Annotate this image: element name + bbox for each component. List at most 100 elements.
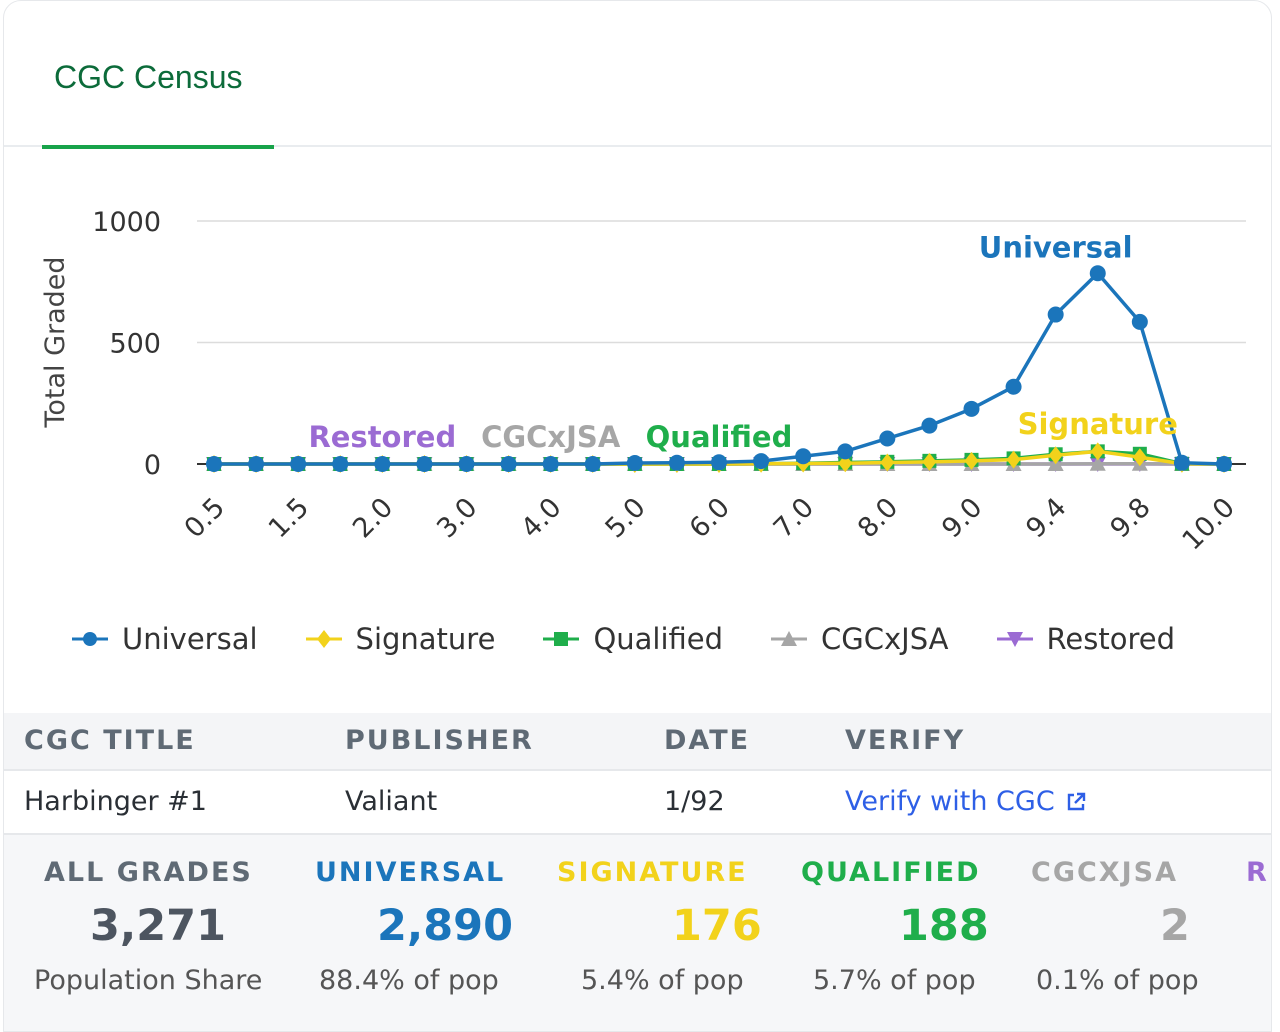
- active-tab-indicator: [42, 145, 274, 149]
- x-tick-label: 9.4: [1020, 492, 1072, 544]
- series-label-signature: Signature: [1018, 407, 1178, 441]
- table-row: Harbinger #1 Valiant 1/92 Verify with CG…: [4, 771, 1271, 835]
- legend-marker-cgcxjsa: [771, 631, 808, 646]
- data-point-universal: [458, 456, 475, 472]
- census-line-chart: 0 500 1000 Total Graded 0.5 1.5 2.0 3.0 4.0 5.0 6.…: [40, 207, 1246, 556]
- data-point-signature: [838, 454, 853, 473]
- legend-item-qualified[interactable]: Qualified: [541, 622, 723, 656]
- data-point-universal: [542, 456, 559, 472]
- data-point-universal: [374, 456, 391, 472]
- x-tick-label: 5.0: [599, 492, 651, 544]
- series-label-universal: Universal: [979, 231, 1133, 265]
- x-tick-label: 10.0: [1177, 492, 1241, 556]
- y-tick-label: 1000: [92, 207, 161, 238]
- cell-title: Harbinger #1: [24, 786, 207, 817]
- data-point-signature: [1090, 442, 1105, 461]
- x-tick-label: 3.0: [431, 492, 483, 544]
- column-header-publisher: PUBLISHER: [345, 725, 534, 756]
- stat-qualified-title: QUALIFIED: [801, 857, 981, 888]
- cgc-census-card: CGC Census 0 500 1000 Total Graded 0.5 1.5 2.0…: [3, 0, 1272, 1032]
- data-point-universal: [332, 456, 349, 472]
- data-point-cgcxjsa: [1089, 455, 1106, 471]
- legend-label-qualified: Qualified: [593, 622, 724, 656]
- cell-publisher: Valiant: [345, 786, 438, 817]
- data-point-universal: [753, 453, 770, 470]
- legend-label-signature: Signature: [355, 622, 496, 656]
- table-header: CGC TITLE PUBLISHER DATE VERIFY: [4, 713, 1271, 771]
- legend-label-restored: Restored: [1046, 622, 1175, 656]
- legend-item-universal[interactable]: Universal: [70, 622, 258, 656]
- data-point-universal: [668, 454, 685, 471]
- data-point-universal: [795, 448, 812, 465]
- stat-cgcxjsa-sub: 0.1% of pop: [1036, 965, 1199, 996]
- data-point-signature: [880, 453, 895, 472]
- legend-item-restored[interactable]: Restored: [995, 622, 1175, 656]
- data-point-signature: [964, 451, 979, 470]
- population-stats: ALL GRADES 3,271 Population Share UNIVER…: [4, 835, 1271, 1031]
- verify-with-cgc-link[interactable]: Verify with CGC: [845, 786, 1087, 817]
- stat-all-grades-value: 3,271: [90, 901, 227, 951]
- x-tick-label: 0.5: [179, 492, 231, 544]
- x-tick-label: 9.0: [936, 492, 988, 544]
- data-point-universal: [1131, 313, 1148, 330]
- x-tick-label: 7.0: [768, 492, 820, 544]
- x-tick-label: 8.0: [852, 492, 904, 544]
- tab-cgc-census[interactable]: CGC Census: [42, 1, 274, 149]
- x-tick-label: 4.0: [515, 492, 567, 544]
- y-tick-label: 500: [109, 329, 161, 360]
- data-point-universal: [1216, 456, 1232, 472]
- legend-label-cgcxjsa: CGCxJSA: [821, 622, 949, 656]
- column-header-verify: VERIFY: [845, 725, 966, 756]
- external-link-icon: [1067, 792, 1085, 810]
- data-point-signature: [1006, 450, 1021, 469]
- x-tick-label: 1.5: [263, 492, 315, 544]
- data-point-universal: [1005, 378, 1022, 395]
- verify-link-label: Verify with CGC: [845, 786, 1055, 817]
- stat-universal-title: UNIVERSAL: [315, 857, 506, 888]
- column-header-title: CGC TITLE: [24, 725, 196, 756]
- data-point-universal: [921, 417, 938, 434]
- data-point-universal: [416, 456, 433, 472]
- stat-all-grades-sub: Population Share: [34, 965, 263, 996]
- legend-marker-restored: [996, 632, 1033, 647]
- legend-item-cgcxjsa[interactable]: CGCxJSA: [769, 622, 949, 656]
- stat-restored-title: RE: [1246, 857, 1271, 888]
- data-point-universal: [1089, 265, 1106, 282]
- data-point-signature: [1132, 448, 1147, 467]
- data-point-universal: [837, 443, 854, 460]
- legend-item-signature[interactable]: Signature: [304, 622, 496, 656]
- stat-cgcxjsa-title: CGCXJSA: [1031, 857, 1178, 888]
- stat-signature-value: 176: [672, 901, 762, 951]
- tab-bar: CGC Census: [4, 1, 1271, 149]
- cell-date: 1/92: [664, 786, 725, 817]
- data-point-universal: [584, 456, 601, 472]
- data-point-universal: [206, 456, 222, 472]
- data-point-universal: [1173, 454, 1190, 471]
- y-tick-label: 0: [144, 450, 161, 481]
- legend-marker-signature: [305, 630, 342, 648]
- x-tick-label: 6.0: [684, 492, 736, 544]
- series-label-cgcxjsa: CGCxJSA: [481, 420, 621, 454]
- chart-legend: Universal Signature Qualified CGCxJSA: [70, 619, 1175, 659]
- data-point-universal: [711, 454, 727, 471]
- data-point-universal: [290, 456, 307, 472]
- stat-cgcxjsa-value: 2: [1160, 901, 1190, 951]
- stat-signature-sub: 5.4% of pop: [581, 965, 744, 996]
- x-tick-label: 2.0: [347, 492, 399, 544]
- tab-cgc-census-label: CGC Census: [54, 59, 243, 95]
- data-point-universal: [963, 400, 980, 417]
- series-label-restored: Restored: [308, 420, 456, 454]
- data-point-universal: [500, 456, 517, 472]
- stat-all-grades-title: ALL GRADES: [44, 857, 253, 888]
- legend-marker-universal: [72, 632, 108, 646]
- data-point-universal: [626, 455, 643, 472]
- data-point-universal: [1047, 306, 1064, 323]
- stat-qualified-value: 188: [899, 901, 989, 951]
- data-point-signature: [1048, 446, 1063, 465]
- stat-universal-sub: 88.4% of pop: [319, 965, 499, 996]
- y-axis-label: Total Graded: [40, 256, 71, 428]
- data-point-universal: [879, 430, 896, 447]
- series-label-qualified: Qualified: [646, 420, 793, 454]
- legend-label-universal: Universal: [122, 622, 258, 656]
- data-point-universal: [248, 456, 265, 472]
